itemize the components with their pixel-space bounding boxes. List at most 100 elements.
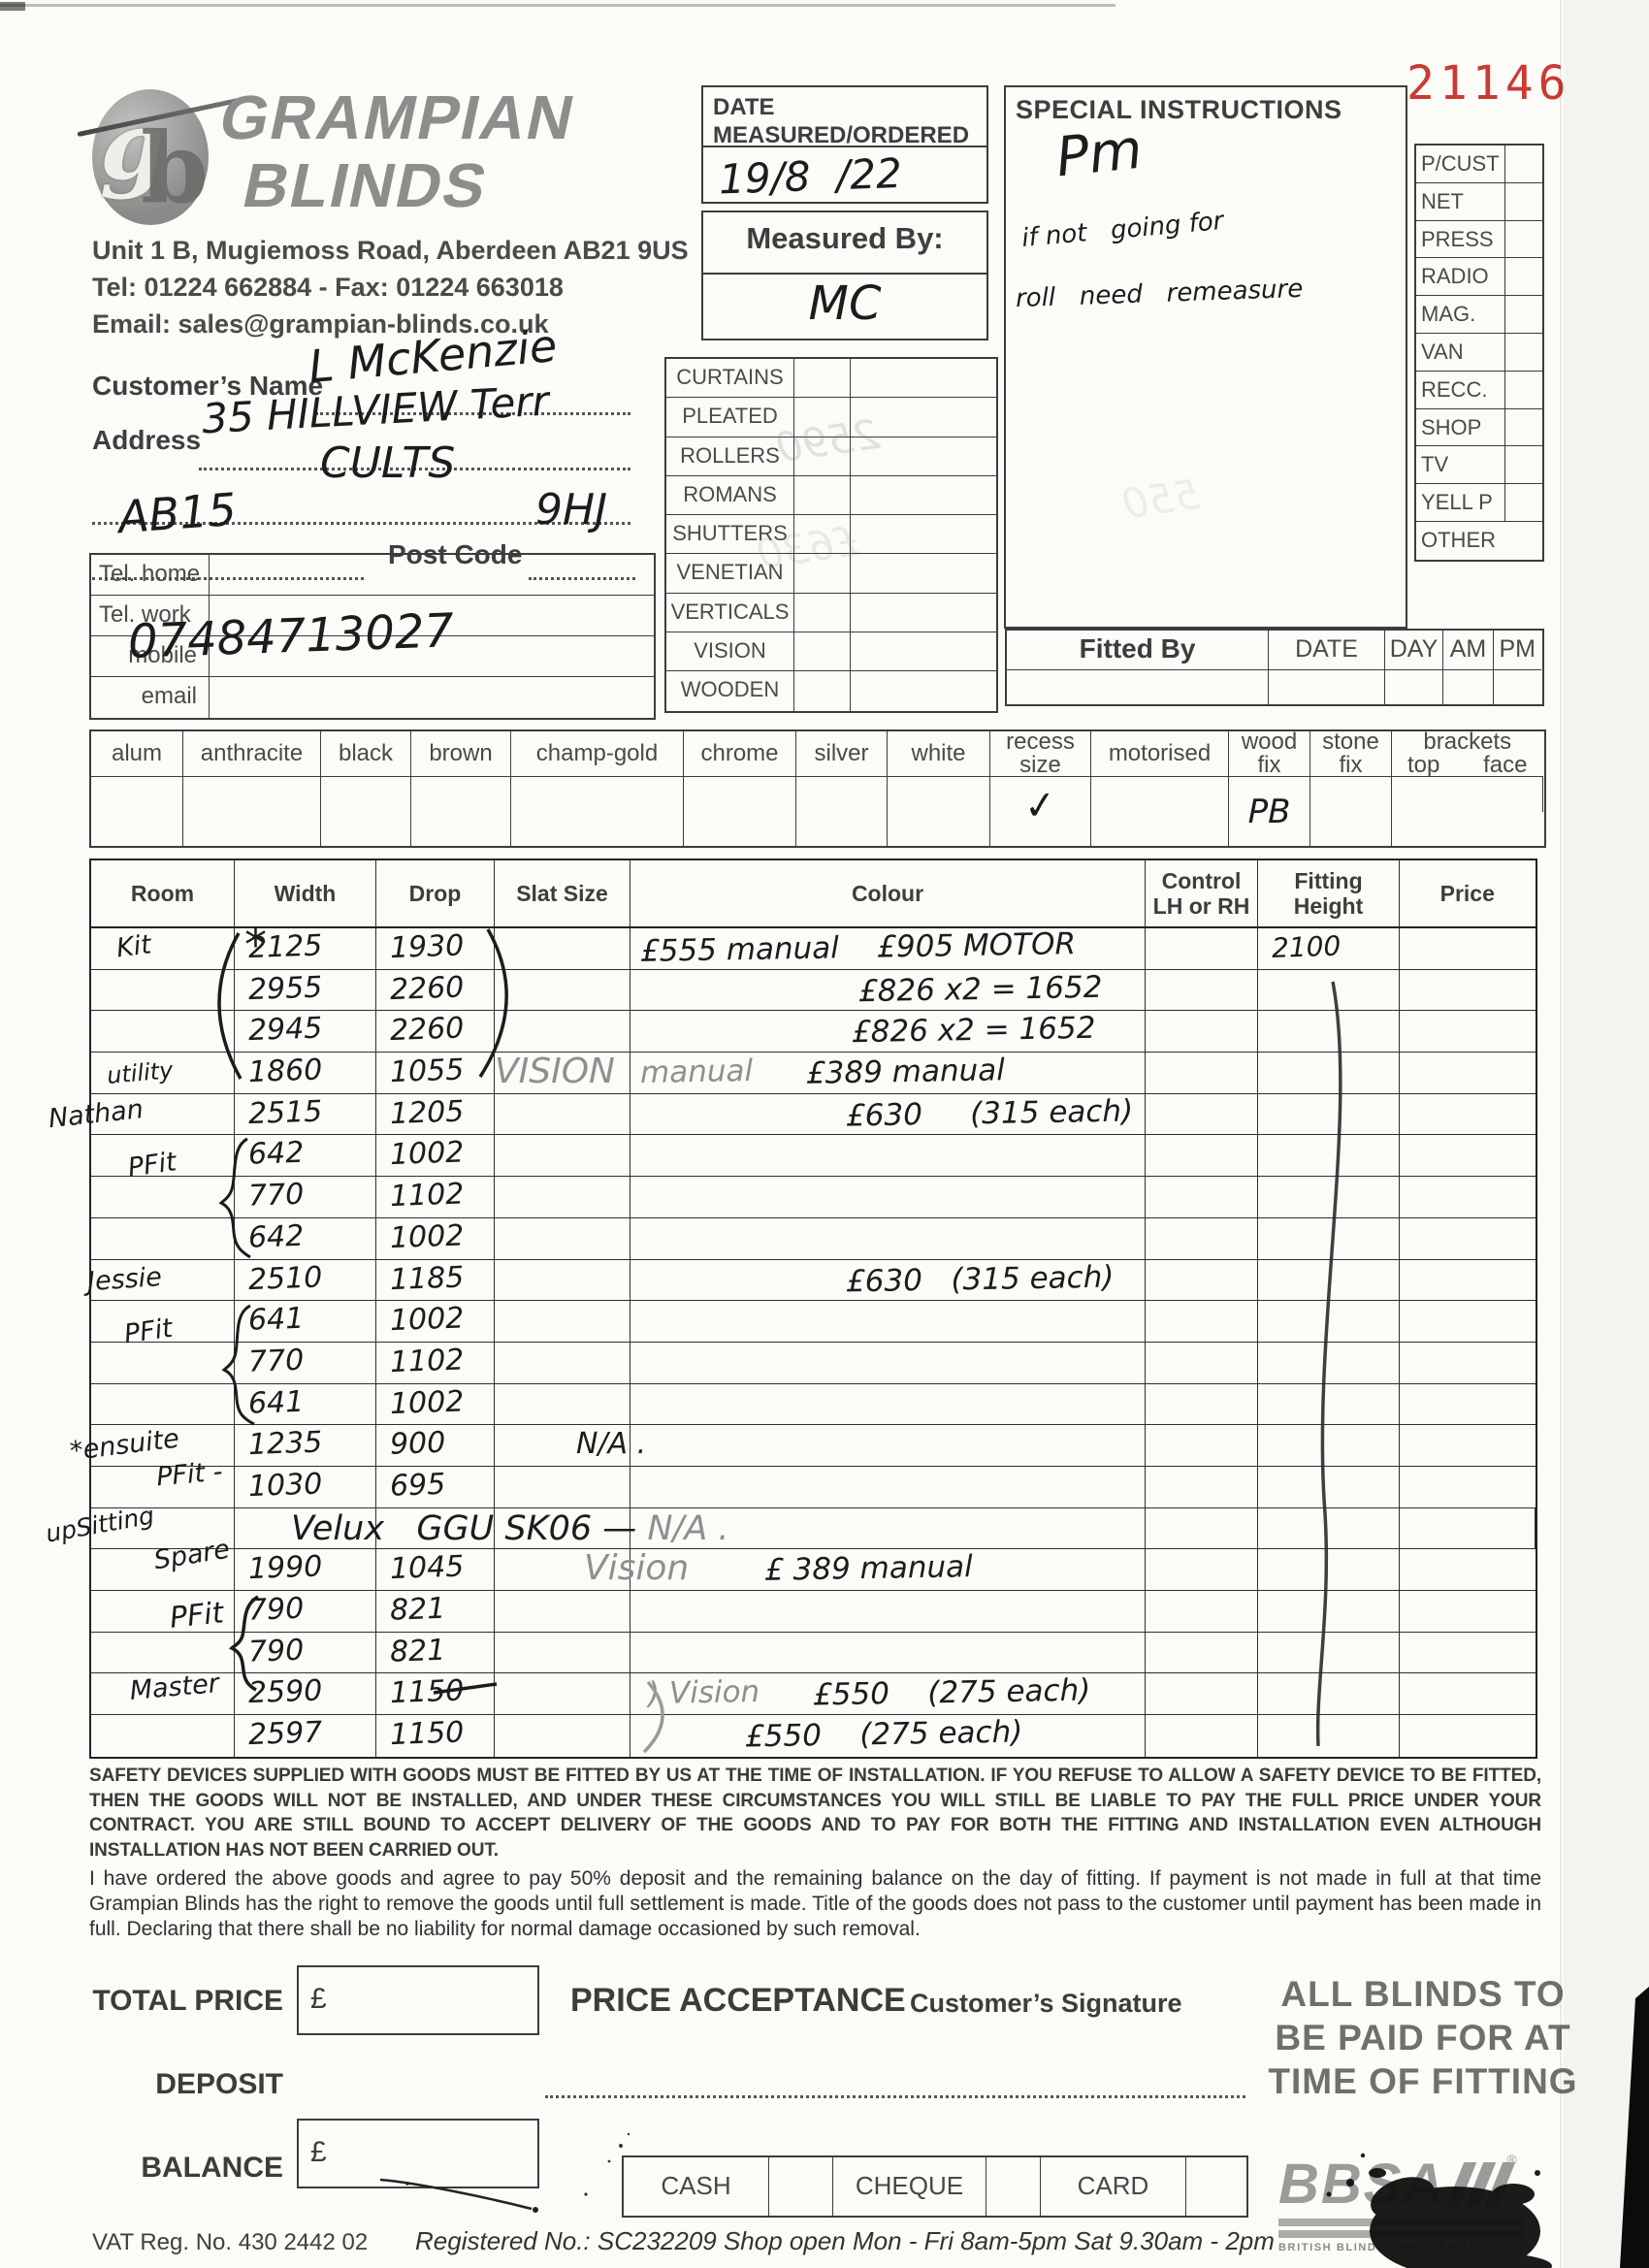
date-measured-value: 19/8 /22 xyxy=(718,148,903,204)
drop-cell: 1002 xyxy=(376,1383,495,1425)
width-cell: 2125 xyxy=(235,928,376,969)
order-table-rows: Kit 2125 1930 £555 manual £905 MOTOR 2100 295… xyxy=(44,926,1536,1757)
option-label-champ-gold: champ-gold xyxy=(511,731,684,776)
media-row: RECC. xyxy=(1416,371,1542,409)
customer-name-line xyxy=(315,371,630,415)
product-qty-cell xyxy=(794,515,851,554)
drop-value-handwritten: 1045 xyxy=(389,1549,465,1587)
product-note-cell xyxy=(851,594,996,632)
fitting-height-cell xyxy=(1258,1466,1400,1507)
options-value-row: ✓ PB xyxy=(91,776,1544,846)
colour-price-handwritten: £550 (275 each) xyxy=(744,1714,1023,1755)
drop-cell: 821 xyxy=(376,1632,495,1673)
fitting-height-cell xyxy=(1258,1217,1400,1259)
width-value-handwritten: 642 xyxy=(247,1218,305,1255)
bbsa-bar2 xyxy=(1278,2230,1523,2238)
slat-size-cell xyxy=(495,1011,630,1053)
option-label-text: champ-gold xyxy=(535,740,659,766)
postcode-value: 9HJ xyxy=(535,485,608,535)
room-cell: Spare xyxy=(91,1535,235,1590)
width-cell: 2955 xyxy=(235,969,376,1011)
width-value-handwritten: 641 xyxy=(247,1301,305,1338)
media-row: TV xyxy=(1416,446,1542,485)
option-label-motorised: motorised xyxy=(1091,731,1229,776)
order-row: Spare 1990 1045 Vision £ 389 manual xyxy=(91,1535,1536,1591)
colour-price-handwritten: £389 manual xyxy=(805,1053,1006,1091)
fitted-by-value-cell xyxy=(1007,669,1269,704)
colour-price-handwritten: £826 x2 = 1652 xyxy=(851,1011,1096,1051)
option-value-brown xyxy=(411,776,511,846)
option-value-recesssize: ✓ xyxy=(990,776,1091,846)
media-source-checklist: P/CUST NET PRESS RADIO MAG. VAN RECC. SHOP TV YEL… xyxy=(1414,144,1544,562)
option-value-black xyxy=(321,776,411,846)
width-value-handwritten: 2945 xyxy=(247,1011,323,1049)
order-row: utility 1860 1055 VISION manual £389 manual xyxy=(91,1053,1536,1094)
control-cell xyxy=(1146,1053,1258,1093)
drop-value-handwritten: 1002 xyxy=(389,1383,465,1421)
slat-size-cell: Vision xyxy=(495,1549,689,1590)
drop-cell: 1002 xyxy=(376,1135,495,1177)
option-label-text: alum xyxy=(111,740,163,766)
width-cell: 790 xyxy=(235,1632,376,1673)
address-line2 xyxy=(92,479,630,525)
order-row: Kit 2125 1930 £555 manual £905 MOTOR 2100 xyxy=(91,926,1536,970)
phone-row: email xyxy=(91,677,654,718)
colour-cell: £826 x2 = 1652 xyxy=(630,1011,1146,1053)
colour-cell: £550 (275 each) xyxy=(630,1715,1146,1757)
control-cell xyxy=(1146,969,1258,1011)
brackets-label: brackets xyxy=(1423,729,1512,755)
product-note-cell xyxy=(851,359,996,397)
control-cell xyxy=(1146,1217,1258,1259)
woodfix-handwritten-value: PB xyxy=(1247,792,1291,831)
control-cell xyxy=(1146,1177,1258,1217)
product-row: VERTICALS xyxy=(666,593,996,633)
slat-size-cell xyxy=(495,1135,630,1177)
media-label: PRESS xyxy=(1416,220,1505,258)
drop-cell: 1102 xyxy=(376,1177,495,1217)
colour-price-handwritten: £ 389 manual xyxy=(763,1549,974,1589)
brackets-sub-top: top xyxy=(1407,752,1440,778)
control-cell xyxy=(1146,1632,1258,1673)
room-name-handwritten: Master xyxy=(128,1669,221,1707)
width-value-handwritten: 2597 xyxy=(247,1715,323,1753)
product-note-cell xyxy=(851,476,996,514)
drop-value-handwritten: 1150 xyxy=(389,1715,465,1753)
order-row: Jessie 2510 1185 £630 (315 each) xyxy=(86,1259,1536,1302)
order-row: 2955 2260 £826 x2 = 1652 xyxy=(91,969,1536,1012)
date-label-line1: DATE xyxy=(713,94,775,120)
media-label: RECC. xyxy=(1416,371,1505,408)
drop-cell: 900 xyxy=(376,1425,495,1466)
control-cell xyxy=(1146,1715,1258,1757)
colour-cell: £ 389 manual xyxy=(630,1549,1146,1590)
options-strip: alum anthracite black brown champ-gold chrome… xyxy=(89,729,1546,848)
fitting-height-cell xyxy=(1258,1342,1400,1383)
drop-cell: 1102 xyxy=(376,1342,495,1383)
drop-value-handwritten: 1002 xyxy=(389,1218,465,1255)
slat-size-cell xyxy=(495,1466,630,1507)
brackets-sub-face: face xyxy=(1483,752,1528,778)
fitted-by-table: Fitted By DATE DAY AM PM xyxy=(1005,629,1544,706)
price-cell xyxy=(1400,1467,1536,1507)
phone-label: Tel. home xyxy=(91,555,210,595)
media-row: YELL P xyxy=(1416,484,1542,522)
width-cell: 790 xyxy=(235,1591,376,1632)
width-cell: 641 xyxy=(235,1383,376,1425)
product-row: WOODEN xyxy=(666,671,996,711)
fitted-by-value-cell xyxy=(1269,669,1385,704)
option-label-text: anthracite xyxy=(200,740,304,766)
phone-label: mobile xyxy=(91,636,210,676)
slat-note-handwritten: N/A . xyxy=(576,1427,647,1462)
order-row: PFit 641 1002 xyxy=(91,1301,1536,1350)
colour-price-handwritten: £826 x2 = 1652 xyxy=(857,969,1103,1009)
phone-row: mobile xyxy=(91,636,654,677)
colour-cell xyxy=(630,1591,1146,1632)
option-value-champ-gold xyxy=(511,776,684,846)
option-label-anthracite: anthracite xyxy=(183,731,321,776)
options-header-row: alum anthracite black brown champ-gold chrome… xyxy=(91,729,1544,778)
payment-card-label: CARD xyxy=(1041,2157,1186,2216)
room-cell: PFit - xyxy=(91,1457,235,1507)
media-checkbox-cell xyxy=(1505,446,1542,483)
width-value-handwritten: 1030 xyxy=(247,1467,323,1505)
order-row: 641 1002 xyxy=(91,1383,1536,1426)
